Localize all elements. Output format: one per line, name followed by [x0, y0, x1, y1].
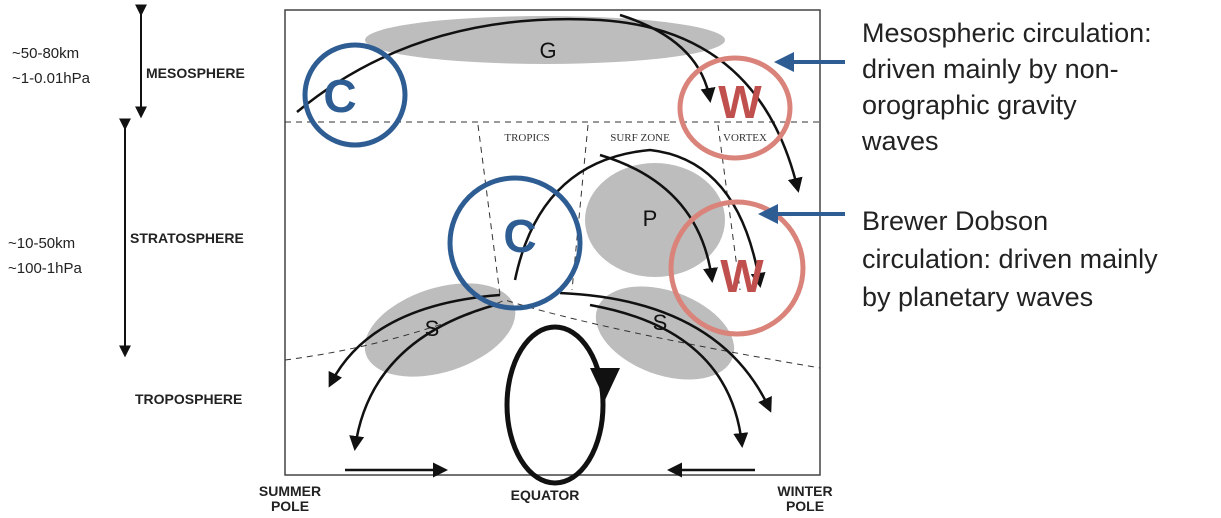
bottom-label: POLE	[786, 498, 824, 514]
layer-label: STRATOSPHERE	[130, 230, 244, 246]
annotation: by planetary waves	[862, 282, 1093, 312]
zone-label: VORTEX	[723, 132, 767, 144]
annotation: Brewer Dobson	[862, 206, 1048, 236]
hadley-arrowhead	[590, 368, 620, 400]
cell-label: W	[718, 76, 762, 128]
diagram: ~50-80km ~1-0.01hPa ~10-50km ~100-1hPa M…	[0, 0, 1221, 518]
region-label: S	[425, 316, 440, 341]
layer-label: MESOSPHERE	[146, 65, 245, 81]
annotation: orographic gravity	[862, 90, 1077, 120]
height-label: ~50-80km	[12, 45, 79, 62]
annotation: circulation: driven mainly	[862, 244, 1158, 274]
bottom-label: EQUATOR	[511, 487, 580, 503]
annotation: waves	[861, 126, 939, 156]
bottom-label: POLE	[271, 498, 309, 514]
cell-label: W	[720, 250, 764, 302]
bottom-label: SUMMER	[259, 483, 321, 499]
region-label: G	[539, 38, 556, 63]
tropics-edge	[478, 125, 500, 295]
zone-label: SURF ZONE	[610, 132, 670, 144]
layer-label: TROPOSPHERE	[135, 391, 242, 407]
zone-label: TROPICS	[504, 132, 549, 144]
annotation: Mesospheric circulation:	[862, 18, 1152, 48]
region-label: S	[653, 310, 668, 335]
bottom-label: WINTER	[777, 483, 832, 499]
pressure-label: ~100-1hPa	[8, 260, 82, 277]
hadley-cell	[507, 327, 603, 483]
cell-label: C	[503, 210, 536, 262]
region-label: P	[643, 206, 658, 231]
height-label: ~10-50km	[8, 235, 75, 252]
annotation: driven mainly by non-	[862, 54, 1119, 84]
cell-label: C	[323, 70, 356, 122]
pressure-label: ~1-0.01hPa	[12, 70, 91, 87]
